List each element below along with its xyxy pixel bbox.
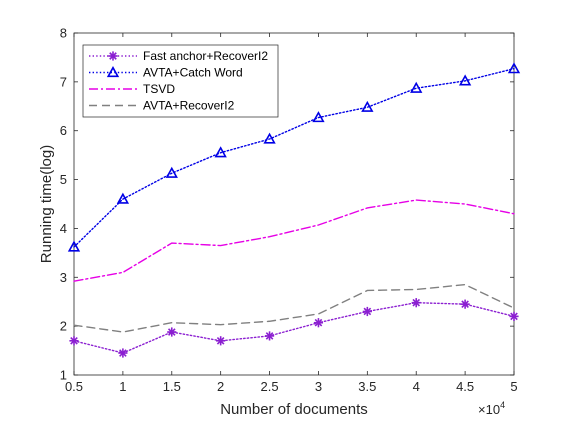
x-tick-label: 4.5: [456, 379, 474, 394]
data-point: [167, 327, 176, 336]
legend-label: AVTA+RecoverI2: [143, 99, 235, 113]
x-tick-label: 1: [119, 379, 126, 394]
data-point: [363, 307, 372, 316]
legend-label: Fast anchor+RecoverI2: [143, 49, 268, 63]
y-tick-label: 5: [60, 172, 67, 187]
x-tick-label: 5: [510, 379, 517, 394]
x-tick-label: 2: [217, 379, 224, 394]
y-tick-label: 2: [60, 319, 67, 334]
legend-label: TSVD: [143, 82, 175, 96]
legend-label: AVTA+Catch Word: [143, 66, 243, 80]
y-tick-label: 6: [60, 123, 67, 138]
x-axis-exponent: ×104: [478, 400, 505, 417]
data-point: [509, 312, 518, 321]
x-tick-label: 0.5: [65, 379, 83, 394]
x-axis-exponent-power: 4: [500, 400, 505, 410]
data-point: [216, 336, 225, 345]
data-point: [461, 300, 470, 309]
data-point: [314, 318, 323, 327]
y-tick-label: 4: [60, 221, 67, 236]
legend-marker: [108, 51, 117, 60]
y-tick-label: 8: [60, 26, 67, 41]
x-tick-label: 4: [413, 379, 420, 394]
x-axis-exponent-base: ×10: [478, 402, 500, 417]
y-tick-label: 1: [60, 368, 67, 383]
y-axis-title: Running time(log): [38, 145, 55, 263]
x-tick-label: 3.5: [358, 379, 376, 394]
x-tick-label: 1.5: [163, 379, 181, 394]
data-point: [118, 348, 127, 357]
data-point: [265, 331, 274, 340]
data-point: [412, 298, 421, 307]
x-tick-label: 2.5: [261, 379, 279, 394]
y-tick-label: 3: [60, 270, 67, 285]
data-point: [69, 336, 78, 345]
x-axis-title: Number of documents: [220, 401, 368, 418]
y-tick-label: 7: [60, 74, 67, 89]
x-tick-label: 3: [315, 379, 322, 394]
legend: Fast anchor+RecoverI2 AVTA+Catch Word TSVD…: [83, 45, 278, 117]
